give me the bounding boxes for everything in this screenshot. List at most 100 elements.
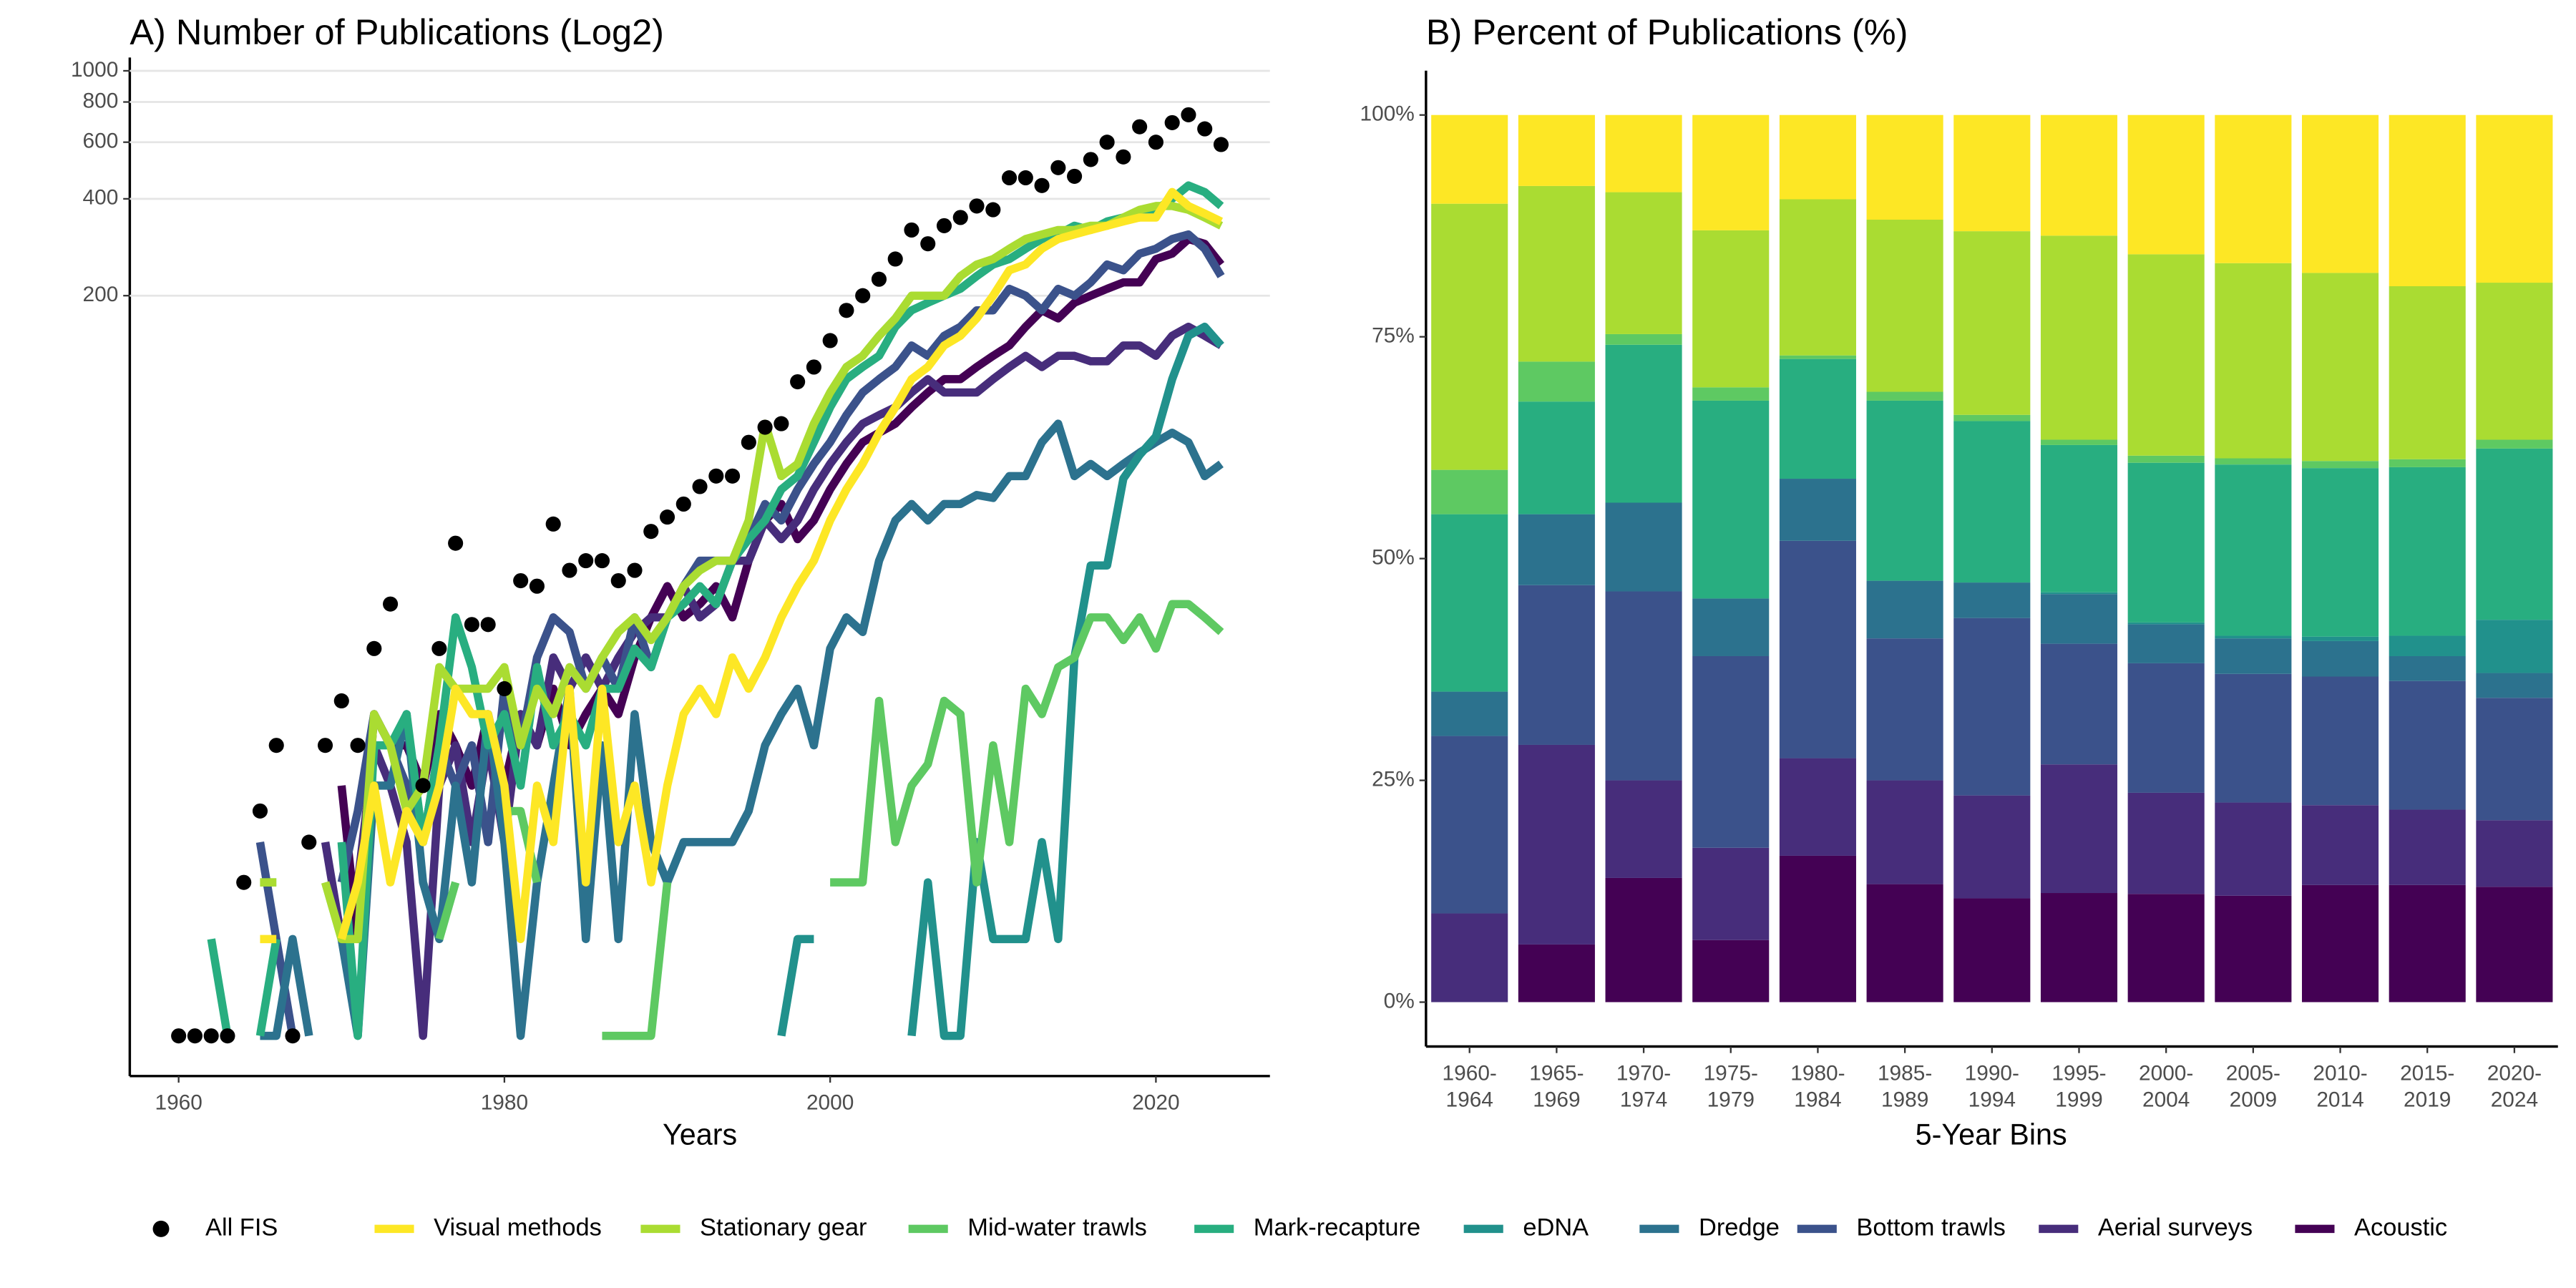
bar-segment <box>1692 114 1770 230</box>
bar-segment <box>2127 663 2205 793</box>
x-tick-label: 2020- 2024 <box>2487 1061 2542 1111</box>
bar-segment <box>2215 458 2292 465</box>
bar-segment <box>1953 114 2031 232</box>
bar-segment <box>2215 464 2292 636</box>
x-tick-label: 1965- 1969 <box>1529 1061 1584 1111</box>
x-tick-label: 2015- 2019 <box>2400 1061 2454 1111</box>
bar-segment <box>2476 620 2553 673</box>
data-point <box>220 1028 235 1044</box>
x-tick-label: 1970- 1974 <box>1616 1061 1671 1111</box>
x-tick-label-line: 1985- <box>1878 1061 1932 1085</box>
data-point <box>236 874 252 890</box>
bar-segment <box>2389 655 2466 681</box>
x-tick-label-line: 1964 <box>1446 1088 1493 1111</box>
data-point <box>1148 135 1163 150</box>
bar-segment <box>2476 698 2553 821</box>
x-tick-label-line: 2019 <box>2404 1088 2451 1111</box>
bar-segment <box>2040 592 2118 595</box>
bar-segment <box>2127 455 2205 463</box>
bar-segment <box>1431 514 1508 692</box>
data-point <box>806 359 821 375</box>
bar-segment <box>2389 114 2466 286</box>
data-point <box>1164 114 1180 130</box>
bar-segment <box>1953 421 2031 583</box>
bar-segment <box>2389 809 2466 885</box>
bar-segment <box>2040 439 2118 445</box>
bar-segment <box>1692 387 1770 401</box>
y-tick-label: 50% <box>1372 545 1415 569</box>
x-tick-label: 2000- 2004 <box>2139 1061 2193 1111</box>
bar-segment <box>2040 643 2118 765</box>
bar-segment <box>1518 944 1595 1002</box>
bar-segment <box>2389 286 2466 459</box>
x-tick-label-line: 2004 <box>2142 1088 2190 1111</box>
bar-segment <box>1518 514 1595 585</box>
chart-title: B) Percent of Publications (%) <box>1426 11 1908 52</box>
bar-segment <box>1431 691 1508 736</box>
data-point <box>855 288 871 303</box>
bar-segment <box>1779 199 1856 356</box>
data-point <box>383 596 399 612</box>
data-point <box>1181 107 1196 122</box>
bar-segment <box>1779 540 1856 758</box>
data-point <box>1050 160 1066 175</box>
data-point <box>871 271 887 287</box>
bar-segment <box>1518 361 1595 402</box>
x-tick-label-line: 2020- <box>2487 1061 2542 1085</box>
data-point <box>252 803 268 819</box>
bar-segment <box>1431 114 1508 204</box>
bar-segment <box>1605 877 1682 1002</box>
bar-segment <box>1953 414 2031 421</box>
series-line <box>260 202 1224 944</box>
bar-segment <box>2389 680 2466 810</box>
legend-label: Dredge <box>1699 1214 1780 1241</box>
chart-title: A) Number of Publications (Log2) <box>130 11 664 52</box>
data-point <box>627 562 643 578</box>
bar-segment <box>2476 448 2553 620</box>
bar-segment <box>2476 820 2553 887</box>
bar-segment <box>2301 461 2379 469</box>
data-point <box>1213 137 1229 152</box>
x-tick-label-line: 2014 <box>2316 1088 2363 1111</box>
bar-segment <box>1518 114 1595 186</box>
x-tick-label-line: 1999 <box>2055 1088 2102 1111</box>
data-point <box>985 202 1001 218</box>
bar-segment <box>1866 638 1943 781</box>
bar-segment <box>2127 254 2205 456</box>
x-tick-label: 1985- 1989 <box>1878 1061 1932 1111</box>
data-point <box>1083 152 1098 167</box>
data-point <box>610 572 626 589</box>
bar-segment <box>1605 780 1682 878</box>
bar-segment <box>2040 444 2118 592</box>
x-tick-label-line: 1975- <box>1704 1061 1758 1085</box>
bar-segment <box>2040 235 2118 440</box>
data-point <box>513 572 529 589</box>
data-point <box>920 236 936 252</box>
bar-segment <box>1692 940 1770 1002</box>
bar-segment <box>1953 898 2031 1002</box>
data-point <box>285 1028 301 1044</box>
data-point <box>675 496 691 512</box>
bar-segment <box>1866 400 1943 581</box>
legend-label: Stationary gear <box>700 1214 867 1241</box>
data-point <box>1067 168 1083 184</box>
x-tick-label-line: 1989 <box>1881 1088 1928 1111</box>
x-axis-label: Years <box>663 1118 737 1151</box>
x-tick-label: 1990- 1994 <box>1965 1061 2019 1111</box>
data-point <box>1018 170 1033 186</box>
bar-segment <box>1779 855 1856 1002</box>
bar-segment <box>2215 673 2292 803</box>
data-point <box>415 778 431 794</box>
data-point <box>659 509 675 525</box>
bar-segment <box>1779 355 1856 359</box>
bar-segment <box>1431 913 1508 1002</box>
bar-segment <box>2301 676 2379 806</box>
bar-segment <box>1953 231 2031 415</box>
bar-segment <box>1605 344 1682 503</box>
bar-segment <box>1866 580 1943 639</box>
bar-segment <box>2301 468 2379 637</box>
data-point <box>301 834 317 850</box>
data-point <box>268 738 284 753</box>
bar-segment <box>2127 114 2205 255</box>
bar-segment <box>2040 893 2118 1002</box>
